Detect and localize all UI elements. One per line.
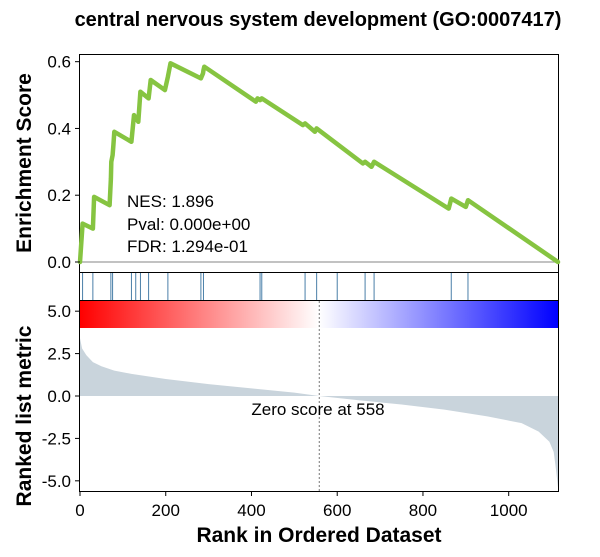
metric-ytick-label: 2.5 [47, 345, 71, 364]
metric-ytick-label: 0.0 [47, 387, 71, 406]
metric-ytick-label: 5.0 [47, 302, 71, 321]
es-ytick-label: 0.4 [47, 119, 71, 138]
metric-ytick-label: -2.5 [42, 429, 71, 448]
stat-pval: Pval: 0.000e+00 [127, 215, 250, 234]
chart-title: central nervous system development (GO:0… [75, 9, 562, 31]
es-y-axis-label: Enrichment Score [13, 73, 36, 253]
xtick-label: 400 [237, 501, 265, 520]
es-ytick-label: 0.0 [47, 253, 71, 272]
metric-ytick-label: -5.0 [42, 472, 71, 491]
es-line-group [77, 61, 561, 265]
xtick-label: 1000 [490, 501, 528, 520]
stat-nes: NES: 1.896 [127, 192, 214, 211]
es-ytick-label: 0.6 [47, 53, 71, 72]
es-curve [77, 61, 561, 265]
hits-panel-frame [79, 272, 559, 301]
hits-group [82, 273, 469, 300]
metric-yticks-group: 5.0 2.5 0.0 -2.5 -5.0 [42, 302, 80, 491]
xticks-group: 0 200 400 600 800 1000 [75, 491, 528, 520]
xtick-label: 200 [152, 501, 180, 520]
xtick-label: 600 [323, 501, 351, 520]
es-yticks-group: 0.0 0.2 0.4 0.6 [47, 53, 80, 272]
es-ytick-label: 0.2 [47, 186, 71, 205]
xtick-label: 800 [409, 501, 437, 520]
metric-y-axis-label: Ranked list metric [13, 325, 36, 506]
x-axis-label: Rank in Ordered Dataset [196, 524, 441, 547]
stat-fdr: FDR: 1.294e-01 [127, 237, 248, 256]
zero-score-annotation: Zero score at 558 [251, 400, 384, 419]
xtick-label: 0 [75, 501, 84, 520]
